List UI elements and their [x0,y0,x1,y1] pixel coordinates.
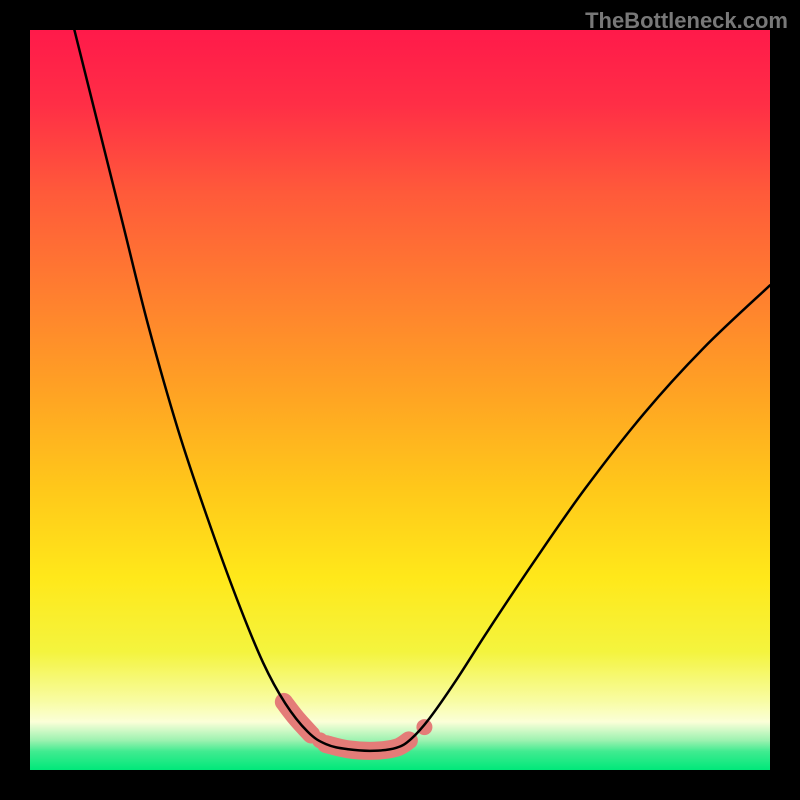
watermark-text: TheBottleneck.com [585,8,788,34]
plot-area [30,30,770,770]
gradient-background [30,30,770,770]
chart-frame: TheBottleneck.com [0,0,800,800]
chart-svg [30,30,770,770]
highlight-segment [326,740,409,750]
